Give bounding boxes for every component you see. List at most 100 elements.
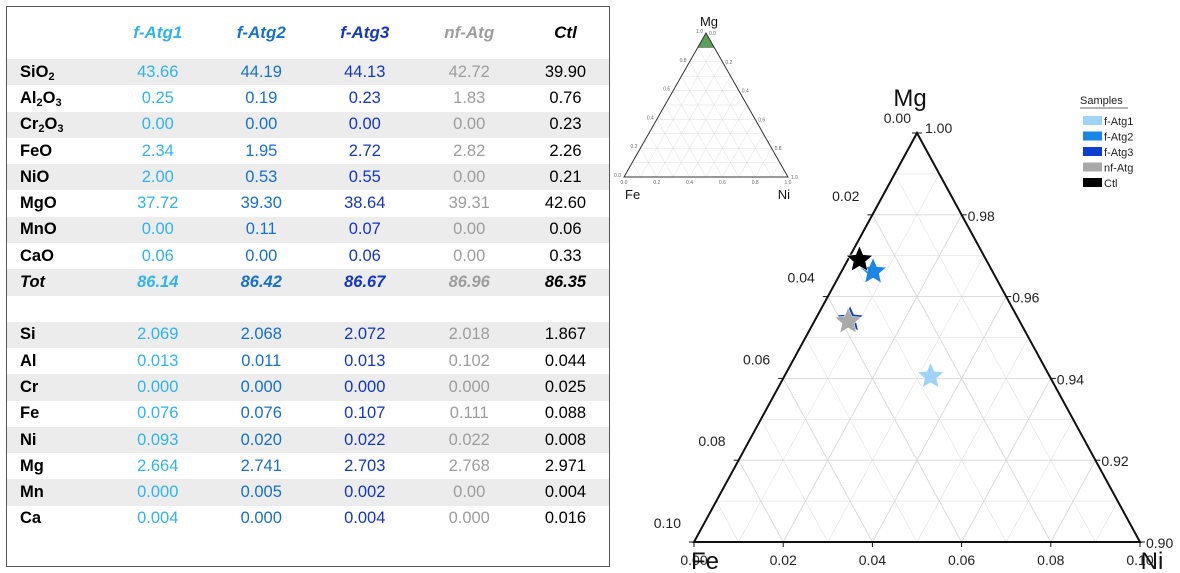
table-cell: 2.00 (106, 164, 210, 191)
row-label: Cr (7, 374, 106, 401)
column-header: f-Atg1 (133, 23, 183, 42)
legend-swatch (1083, 116, 1102, 125)
table-row: Si 2.069 2.068 2.072 2.018 1.867 (7, 321, 609, 348)
table-cell: 2.072 (313, 321, 417, 348)
table-row: Ni 0.093 0.020 0.022 0.022 0.008 (7, 426, 609, 454)
table-cell: 0.013 (137, 351, 179, 370)
table-cell: 0.000 (106, 374, 210, 401)
table-cell: 0.000 (448, 509, 490, 528)
table-spacer-row (7, 295, 609, 322)
table-cell: 2.768 (448, 456, 490, 475)
table-cell: 37.72 (137, 194, 179, 213)
spacer-cell (7, 295, 106, 322)
formula-part: Al (20, 88, 37, 107)
row-label: Cr2O3 (7, 111, 106, 138)
table-cell: 0.76 (549, 88, 582, 107)
tick-label: 0.94 (1057, 371, 1084, 387)
table-cell: 2.72 (348, 141, 381, 160)
table-cell: 0.00 (416, 216, 522, 244)
table-cell: 0.21 (521, 164, 609, 191)
formula-part: MgO (20, 194, 57, 213)
table-cell: 2.34 (141, 141, 174, 160)
table-cell: 86.96 (416, 269, 522, 296)
table-cell: 2.703 (344, 456, 386, 475)
table-cell: 0.00 (453, 246, 486, 265)
table-cell: 39.30 (240, 194, 282, 213)
row-label: Ni (7, 426, 106, 454)
spacer-cell (521, 295, 609, 322)
formula-subscript: 2 (38, 123, 45, 136)
table-cell: 0.23 (348, 88, 381, 107)
table-cell: 0.011 (241, 351, 282, 370)
table-cell: 0.102 (448, 351, 490, 370)
table-cell: 0.00 (416, 111, 522, 138)
star-marker-ctl (845, 245, 874, 272)
row-label: Al2O3 (7, 85, 106, 111)
table-cell: 0.088 (544, 404, 587, 423)
table-cell: 0.25 (141, 88, 174, 107)
table-cell: 0.00 (106, 216, 210, 244)
ternary-vertex-labels: Mg Fe Ni (691, 85, 1163, 573)
table-cell: 42.60 (544, 194, 587, 213)
grid-line (894, 173, 1096, 543)
table-cell: 0.23 (521, 111, 609, 138)
composition-table-panel: f-Atg1 f-Atg2 f-Atg3 nf-Atg Ctl SiO2 43.6… (6, 6, 610, 567)
legend-label: f-Atg2 (1104, 132, 1133, 144)
table-row: Al2O3 0.25 0.19 0.23 1.83 0.76 (7, 85, 609, 111)
table-cell: 0.044 (544, 351, 587, 370)
grid-line (1050, 459, 1096, 543)
table-cell: 0.076 (240, 404, 282, 423)
table-cell: 42.72 (416, 59, 522, 86)
table-cell: 0.004 (344, 509, 386, 528)
tick-label: 0.06 (948, 552, 975, 568)
grid-line (961, 378, 1052, 543)
table-cell: 86.35 (521, 269, 609, 296)
legend-label: f-Atg3 (1104, 147, 1133, 159)
table-cell: 2.018 (416, 321, 522, 348)
grid-line (760, 419, 829, 543)
table-cell: 0.107 (344, 404, 386, 423)
table-row: Al 0.013 0.011 0.013 0.102 0.044 (7, 348, 609, 374)
legend-swatch (1083, 162, 1102, 172)
table-cell: 0.000 (209, 374, 313, 401)
table-row: NiO 2.00 0.53 0.55 0.00 0.21 (7, 164, 609, 191)
row-label: Mg (20, 456, 44, 475)
table-cell: 2.26 (549, 141, 582, 160)
legend-label: f-Atg1 (1104, 116, 1133, 128)
legend-swatch (1083, 178, 1102, 187)
formula-subscript: 2 (48, 70, 55, 83)
formula-subscript: 3 (55, 96, 62, 109)
table-cell: 0.000 (240, 509, 282, 528)
tick-label: 0.10 (1126, 552, 1153, 568)
table-cell: 44.19 (209, 59, 313, 86)
table-cell: 0.00 (209, 111, 313, 138)
table-cell: 0.07 (313, 216, 417, 244)
formula-subscript: 2 (36, 96, 43, 109)
spacer-cell (313, 295, 417, 322)
table-cell: 1.83 (453, 88, 486, 107)
column-header: Ctl (554, 23, 577, 42)
table-cell: 86.67 (313, 269, 417, 296)
grid-line (849, 255, 1007, 543)
row-label: SiO2 (7, 59, 106, 86)
spacer-cell (106, 295, 210, 322)
table-cell: 44.13 (313, 59, 417, 86)
star-marker-nf-atg (834, 306, 863, 334)
column-header: nf-Atg (444, 23, 495, 42)
row-label: MnO (7, 216, 106, 244)
table-cell: 0.022 (313, 426, 417, 454)
table-cell: 86.14 (106, 269, 210, 296)
vertex-label-mg: Mg (893, 85, 926, 112)
grid-line (916, 337, 1029, 543)
tick-label: 0.06 (743, 351, 770, 367)
formula-part: CaO (20, 246, 54, 265)
table-cell: 0.022 (416, 426, 522, 454)
legend: Samples f-Atg1 f-Atg2 f-Atg3 nf-Atg Ctl (1080, 95, 1133, 190)
formula-part: O (44, 115, 58, 134)
star-marker-f-atg1 (916, 361, 945, 389)
table-cell: 38.64 (344, 194, 386, 213)
grid-line (716, 500, 739, 543)
table-row: MnO 0.00 0.11 0.07 0.00 0.06 (7, 216, 609, 244)
total-row: Tot 86.14 86.42 86.67 86.96 86.35 (7, 269, 609, 296)
